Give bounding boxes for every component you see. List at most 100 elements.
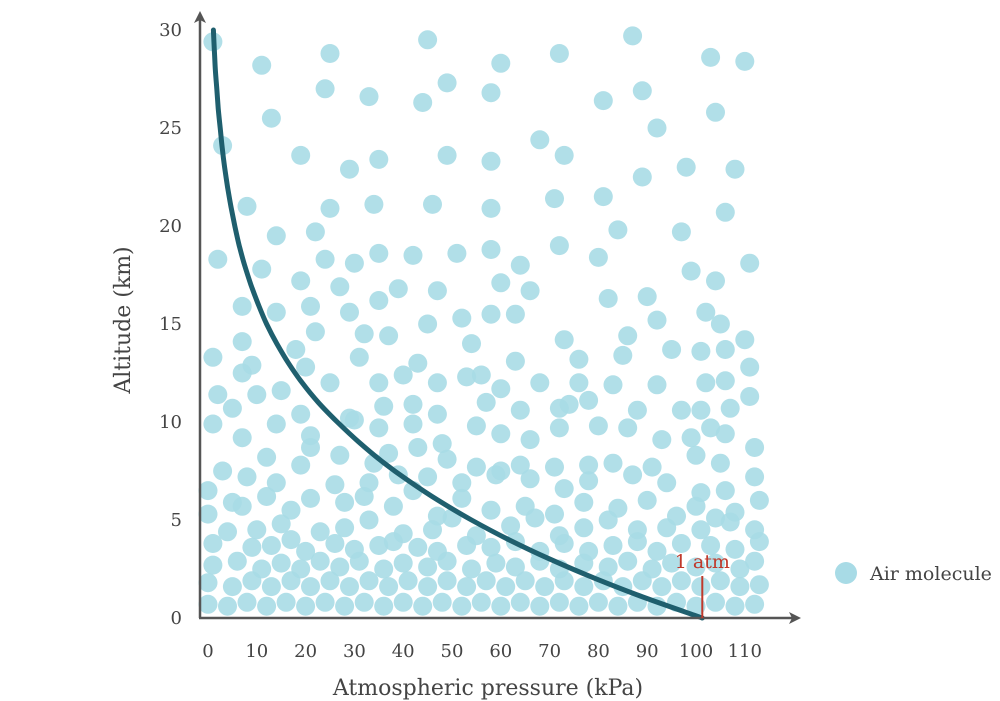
air-molecule-point	[569, 373, 589, 393]
air-molecule-point	[222, 577, 242, 597]
air-molecule-point	[291, 455, 311, 475]
air-molecule-point	[510, 255, 530, 275]
air-molecule-point	[437, 73, 457, 93]
air-molecule-point	[379, 326, 399, 346]
air-molecule-point	[257, 487, 277, 506]
air-molecule-point	[715, 340, 735, 359]
air-molecule-point	[588, 416, 608, 436]
air-molecule-point	[349, 551, 369, 571]
air-molecule-point	[232, 332, 252, 352]
air-molecule-point	[227, 551, 247, 571]
air-molecule-point	[344, 410, 364, 430]
air-molecule-point	[432, 434, 452, 454]
air-molecule-point	[301, 488, 320, 508]
air-molecule-point	[408, 438, 428, 457]
air-molecule-point	[335, 518, 355, 538]
air-molecule-point	[320, 373, 340, 393]
air-molecule-point	[745, 438, 765, 457]
air-molecule-point	[686, 496, 706, 516]
air-molecule-point	[354, 487, 374, 506]
air-molecule-point	[471, 365, 491, 385]
air-molecule-point	[457, 367, 477, 387]
air-molecule-point	[481, 240, 501, 259]
air-molecule-point	[545, 457, 564, 477]
air-molecule-point	[701, 47, 721, 67]
air-molecule-point	[627, 400, 647, 420]
air-molecule-point	[208, 249, 228, 269]
air-molecule-point	[457, 577, 477, 597]
air-molecule-point	[369, 536, 389, 555]
air-molecule-point	[291, 404, 311, 424]
air-molecule-point	[681, 428, 701, 448]
air-molecule-point	[501, 516, 521, 536]
air-molecule-point	[383, 496, 403, 516]
air-molecule-point	[632, 571, 652, 591]
air-molecule-point	[281, 500, 301, 520]
air-molecule-point	[369, 291, 389, 310]
air-molecule-point	[701, 536, 721, 555]
air-molecule-point	[510, 400, 530, 420]
air-molecule-point	[715, 202, 735, 222]
air-molecule-point	[618, 418, 638, 438]
air-molecule-point	[476, 392, 496, 412]
one-atm-label: 1 atm	[675, 551, 730, 573]
x-tick-label: 50	[441, 641, 464, 662]
air-molecule-point	[569, 596, 589, 616]
air-molecule-point	[598, 289, 618, 308]
y-tick-label: 5	[171, 510, 182, 531]
air-molecule-point	[691, 577, 711, 597]
air-molecule-point	[247, 520, 267, 540]
air-molecule-point	[354, 592, 374, 612]
air-molecule-point	[681, 261, 701, 281]
air-molecule-point	[452, 473, 472, 493]
air-molecule-point	[437, 551, 457, 571]
air-molecule-point	[686, 557, 706, 577]
air-molecule-point	[730, 559, 750, 579]
air-molecule-point	[252, 55, 272, 75]
air-molecule-point	[296, 541, 316, 561]
air-molecule-point	[452, 308, 472, 328]
x-tick-label: 60	[489, 641, 512, 662]
air-molecule-point	[491, 273, 511, 293]
air-molecule-point	[505, 557, 525, 577]
air-molecule-point	[291, 271, 311, 291]
air-molecule-point	[457, 536, 477, 555]
air-molecule-point	[647, 541, 667, 561]
air-molecule-point	[359, 571, 379, 591]
air-molecule-point	[349, 347, 369, 367]
air-molecule-point	[369, 373, 389, 393]
air-molecule-point	[232, 496, 252, 516]
air-molecule-point	[335, 492, 355, 512]
air-molecule-point	[344, 253, 364, 273]
air-molecule-point	[305, 322, 325, 342]
air-molecule-point	[266, 473, 286, 493]
air-molecule-point	[281, 530, 301, 550]
air-molecule-layer	[198, 26, 769, 616]
air-molecule-point	[418, 557, 438, 577]
air-molecule-point	[257, 596, 277, 616]
air-molecule-point	[437, 145, 457, 165]
air-molecule-point	[549, 592, 569, 612]
air-molecule-point	[418, 577, 438, 597]
air-molecule-point	[423, 194, 442, 214]
air-molecule-point	[330, 557, 350, 577]
air-molecule-point	[491, 379, 511, 399]
air-molecule-point	[671, 222, 691, 242]
air-molecule-point	[735, 330, 755, 350]
air-molecule-point	[466, 457, 486, 477]
air-molecule-point	[301, 438, 320, 457]
air-molecule-point	[588, 592, 608, 612]
air-molecule-point	[515, 571, 535, 591]
air-molecule-point	[408, 537, 428, 557]
air-molecule-point	[642, 457, 662, 477]
air-molecule-point	[525, 508, 545, 528]
x-tick-label: 10	[245, 641, 268, 662]
air-molecule-point	[706, 271, 725, 291]
air-molecule-point	[623, 26, 643, 46]
air-molecule-point	[354, 324, 374, 344]
air-molecule-point	[706, 592, 725, 612]
air-molecule-point	[305, 222, 325, 242]
air-molecule-point	[242, 537, 262, 557]
air-molecule-point	[237, 196, 257, 216]
air-molecule-point	[554, 330, 574, 350]
